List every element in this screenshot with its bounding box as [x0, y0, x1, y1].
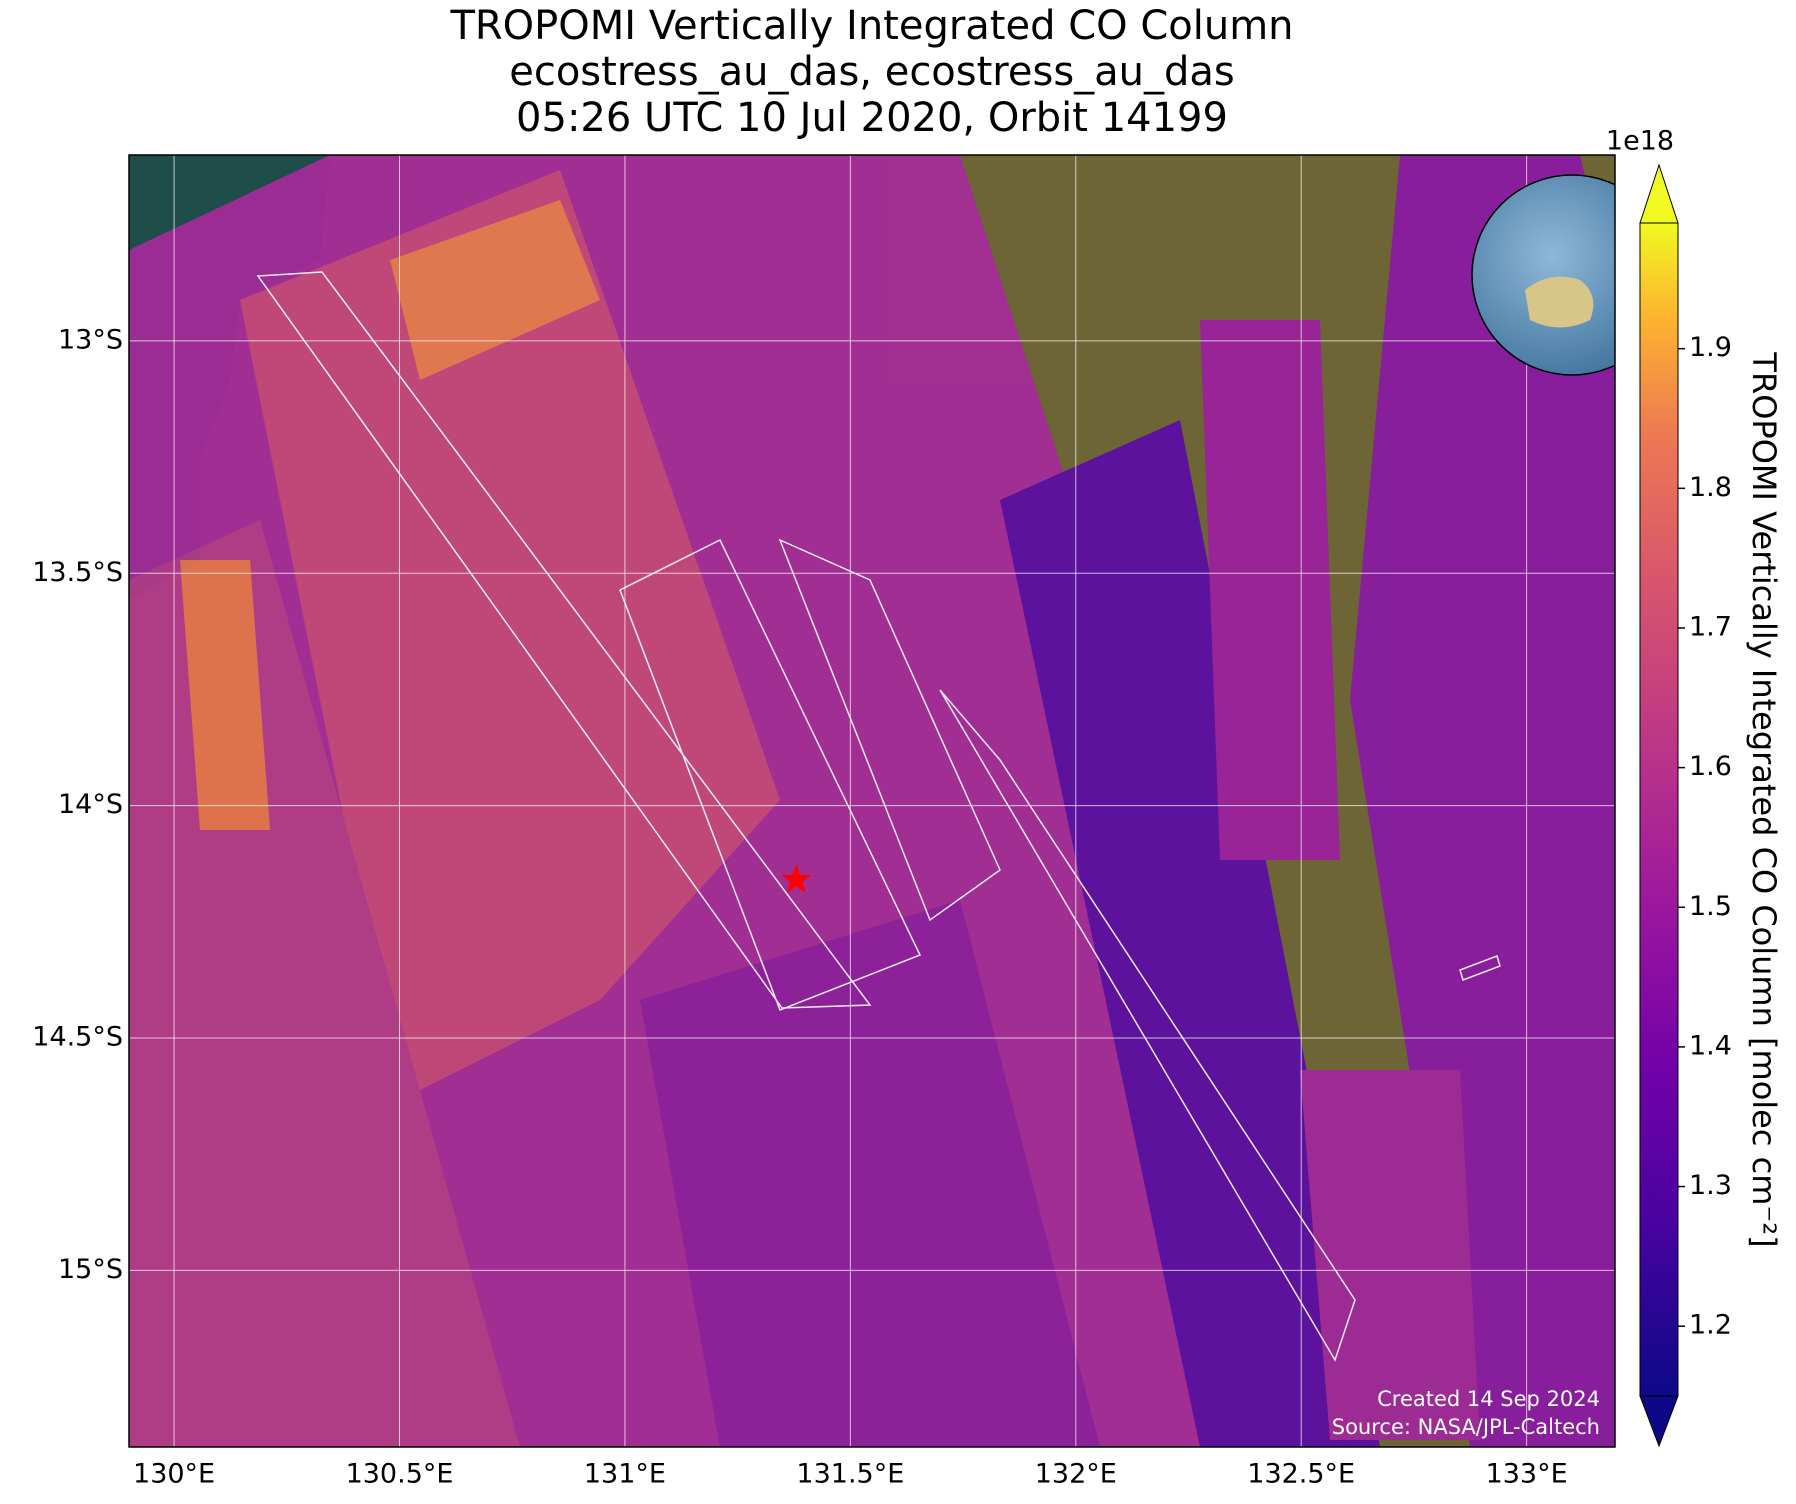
colorbar-label: TROPOMI Vertically Integrated CO Column … [1745, 351, 1783, 1247]
credit: Created 14 Sep 2024 [1377, 1387, 1600, 1411]
inset-globe [1471, 174, 1615, 376]
credit: Source: NASA/JPL-Caltech [1332, 1415, 1600, 1439]
x-tick-label: 133°E [1486, 1459, 1568, 1490]
colorbar-tick-label: 1.4 [1689, 1030, 1732, 1061]
title: ecostress_au_das, ecostress_au_das [509, 49, 1235, 95]
y-tick-label: 14.5°S [32, 1022, 123, 1053]
title: 05:26 UTC 10 Jul 2020, Orbit 14199 [516, 95, 1228, 141]
map-area: Created 14 Sep 2024 Source: NASA/JPL-Cal… [129, 155, 1615, 1447]
colorbar-tick-label: 1.7 [1689, 611, 1732, 642]
grid [129, 155, 1615, 1447]
x-tick-label: 130.5°E [346, 1459, 454, 1490]
co-pixels [129, 155, 1615, 1447]
title: TROPOMI Vertically Integrated CO Column [449, 3, 1293, 49]
colorbar: 1e18 TROPOMI Vertically Integrated CO Co… [1606, 126, 1783, 1448]
y-tick-label: 14°S [58, 789, 123, 820]
colorbar-tick-label: 1.8 [1689, 472, 1732, 503]
x-tick-label: 132°E [1035, 1459, 1117, 1490]
x-tick-label: 130°E [133, 1459, 215, 1490]
x-tick-label: 131.5°E [796, 1459, 904, 1490]
colorbar-body [1639, 222, 1679, 1397]
colorbar-tick-label: 1.3 [1689, 1170, 1732, 1201]
colorbar-tick-label: 1.2 [1689, 1310, 1732, 1341]
inset-australia [1525, 276, 1594, 328]
y-tick-label: 13.5°S [32, 557, 123, 588]
map-frame [128, 154, 1616, 1448]
colorbar-extend-max [1639, 163, 1679, 224]
x-tick-label: 132.5°E [1247, 1459, 1355, 1490]
y-tick-label: 13°S [58, 324, 123, 355]
colorbar-extend-min [1639, 1395, 1679, 1448]
target-star [781, 864, 812, 893]
x-tick-label: 131°E [584, 1459, 666, 1490]
colorbar-offset: 1e18 [1606, 126, 1674, 157]
colorbar-tick-label: 1.6 [1689, 751, 1732, 782]
colorbar-tick-label: 1.5 [1689, 891, 1732, 922]
swath-outlines [256, 271, 1501, 1362]
colorbar-tick-label: 1.9 [1689, 332, 1732, 363]
y-tick-label: 15°S [58, 1254, 123, 1285]
